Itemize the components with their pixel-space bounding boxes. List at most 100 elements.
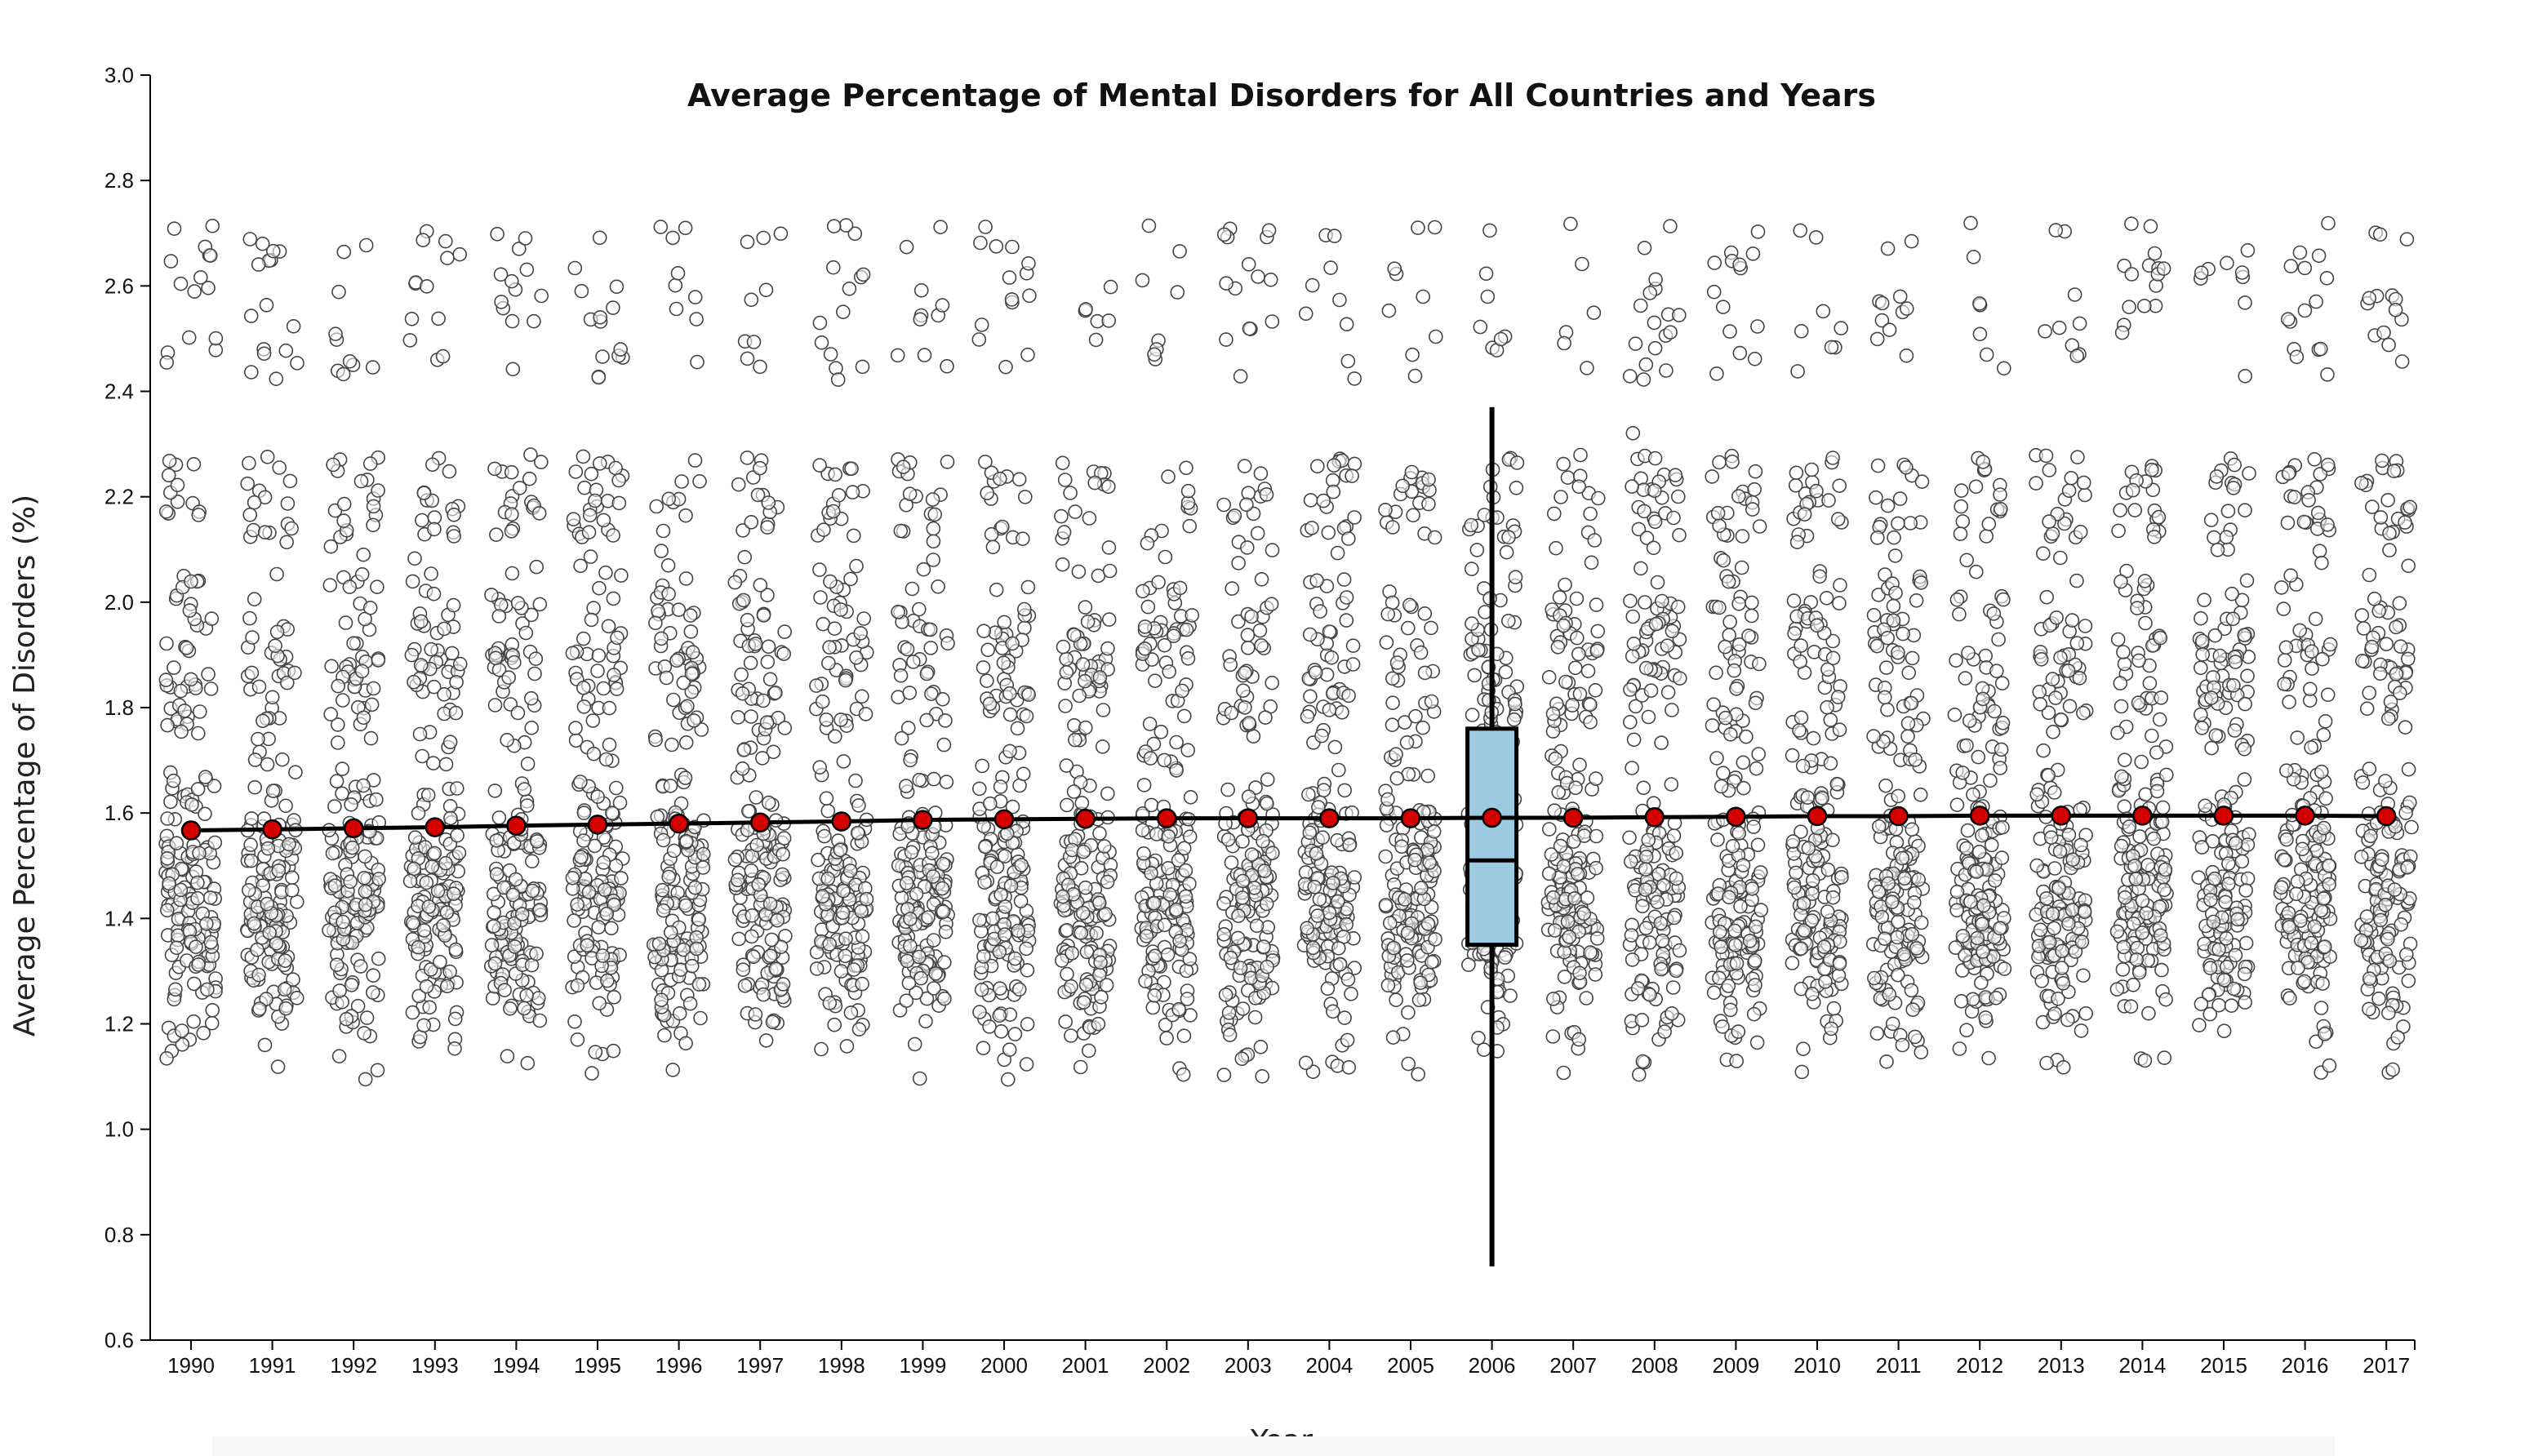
data-point <box>159 636 174 651</box>
data-point <box>693 1010 708 1026</box>
data-point <box>1337 1010 1352 1025</box>
data-point <box>899 779 913 793</box>
data-point <box>1078 880 1093 895</box>
data-point <box>2029 858 2044 873</box>
data-point <box>2155 800 2171 815</box>
data-point <box>1298 865 1314 880</box>
data-point <box>1650 575 1665 590</box>
data-point <box>912 949 927 965</box>
data-point <box>268 638 282 654</box>
data-point <box>2077 904 2092 920</box>
data-point <box>1669 963 1683 979</box>
data-point <box>765 1014 780 1030</box>
data-point <box>1428 932 1442 947</box>
data-point <box>1182 518 1197 534</box>
data-point <box>1672 527 1687 543</box>
data-point <box>684 666 700 681</box>
data-point <box>989 582 1004 597</box>
data-point <box>2065 852 2080 867</box>
data-point <box>815 889 830 903</box>
data-point <box>1059 651 1073 667</box>
data-point <box>260 449 275 464</box>
x-tick-label: 1999 <box>899 1353 946 1378</box>
data-point <box>443 810 458 826</box>
data-point <box>280 496 296 511</box>
data-point <box>975 758 989 774</box>
data-point <box>485 991 500 1005</box>
data-point <box>1710 505 1726 521</box>
data-point <box>1378 849 1394 864</box>
data-point <box>1218 988 1233 1002</box>
data-point <box>435 348 451 364</box>
data-point <box>175 1023 189 1038</box>
data-point <box>354 566 370 582</box>
data-point <box>654 544 669 558</box>
data-point <box>1986 606 2002 621</box>
data-point <box>836 754 851 769</box>
data-point <box>1736 858 1751 872</box>
data-point <box>1901 665 1916 681</box>
data-point <box>173 683 189 699</box>
data-point <box>449 781 465 796</box>
data-point <box>2237 741 2252 757</box>
data-point <box>731 710 746 725</box>
y-axis: 0.60.81.01.21.41.61.82.02.22.42.62.83.0 <box>104 63 151 1352</box>
data-point <box>1157 637 1172 653</box>
data-point <box>2240 871 2256 886</box>
data-point <box>1808 230 1824 245</box>
data-point <box>576 449 591 464</box>
data-point <box>1949 797 1965 813</box>
data-point <box>1501 613 1516 628</box>
data-point <box>912 772 927 788</box>
data-point <box>1657 1024 1672 1039</box>
data-point <box>1140 535 1155 551</box>
data-point <box>1748 978 1762 992</box>
data-point <box>1176 1028 1192 1043</box>
data-point <box>2069 348 2084 363</box>
data-point <box>1714 779 1729 794</box>
data-point <box>596 855 611 870</box>
data-point <box>1642 286 1657 300</box>
data-point <box>1059 664 1074 680</box>
data-point <box>1022 288 1037 304</box>
data-point <box>342 579 358 594</box>
data-point <box>1587 533 1602 548</box>
data-point <box>277 982 292 997</box>
data-point <box>405 916 420 930</box>
data-point <box>1745 595 1759 610</box>
data-point <box>260 757 275 772</box>
data-point <box>1975 917 1989 932</box>
data-point <box>1080 614 1096 629</box>
data-point <box>1959 841 1974 856</box>
data-point <box>678 1036 693 1051</box>
data-point <box>977 875 992 890</box>
data-point <box>1825 650 1841 666</box>
data-point <box>514 907 530 921</box>
data-point <box>1087 475 1102 491</box>
data-point <box>1589 860 1603 876</box>
data-point <box>1733 899 1748 914</box>
data-point <box>1879 1054 1894 1069</box>
data-point <box>1157 917 1172 933</box>
data-point <box>1135 823 1150 838</box>
data-point <box>1244 609 1259 624</box>
data-point <box>814 335 829 350</box>
data-point <box>1984 837 1999 853</box>
data-point <box>1078 600 1093 615</box>
data-point <box>1801 841 1816 856</box>
data-point <box>1588 967 1603 982</box>
data-point <box>1424 620 1438 636</box>
data-point <box>335 693 350 708</box>
data-point <box>1241 256 1256 272</box>
data-point <box>687 290 703 304</box>
data-point <box>413 614 429 629</box>
data-point <box>1904 695 1919 711</box>
data-point <box>519 262 535 277</box>
data-point <box>2114 574 2128 589</box>
data-point <box>926 534 941 549</box>
data-point <box>1224 705 1239 721</box>
data-point <box>1718 639 1732 655</box>
data-point <box>1707 255 1722 270</box>
data-point <box>1949 653 1963 668</box>
data-point <box>812 562 827 577</box>
